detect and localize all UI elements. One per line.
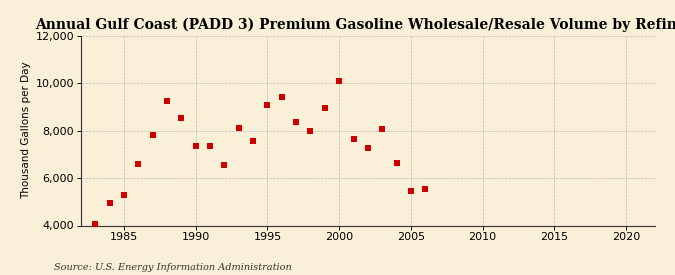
Point bbox=[276, 95, 287, 100]
Point bbox=[176, 116, 187, 120]
Point bbox=[305, 128, 316, 133]
Point bbox=[291, 120, 302, 125]
Point bbox=[104, 201, 115, 205]
Point bbox=[406, 189, 416, 193]
Text: Source: U.S. Energy Information Administration: Source: U.S. Energy Information Administ… bbox=[54, 263, 292, 272]
Title: Annual Gulf Coast (PADD 3) Premium Gasoline Wholesale/Resale Volume by Refiners: Annual Gulf Coast (PADD 3) Premium Gasol… bbox=[35, 17, 675, 32]
Point bbox=[362, 146, 373, 151]
Point bbox=[333, 79, 344, 83]
Point bbox=[190, 144, 201, 148]
Point bbox=[205, 144, 215, 148]
Point bbox=[161, 99, 172, 103]
Point bbox=[248, 139, 259, 144]
Point bbox=[377, 127, 387, 132]
Point bbox=[319, 106, 330, 110]
Point bbox=[147, 133, 158, 138]
Point bbox=[391, 160, 402, 165]
Point bbox=[219, 163, 230, 167]
Point bbox=[262, 102, 273, 107]
Point bbox=[90, 222, 101, 227]
Point bbox=[119, 192, 130, 197]
Point bbox=[133, 162, 144, 166]
Y-axis label: Thousand Gallons per Day: Thousand Gallons per Day bbox=[22, 62, 31, 199]
Point bbox=[348, 137, 359, 141]
Point bbox=[420, 186, 431, 191]
Point bbox=[234, 126, 244, 130]
